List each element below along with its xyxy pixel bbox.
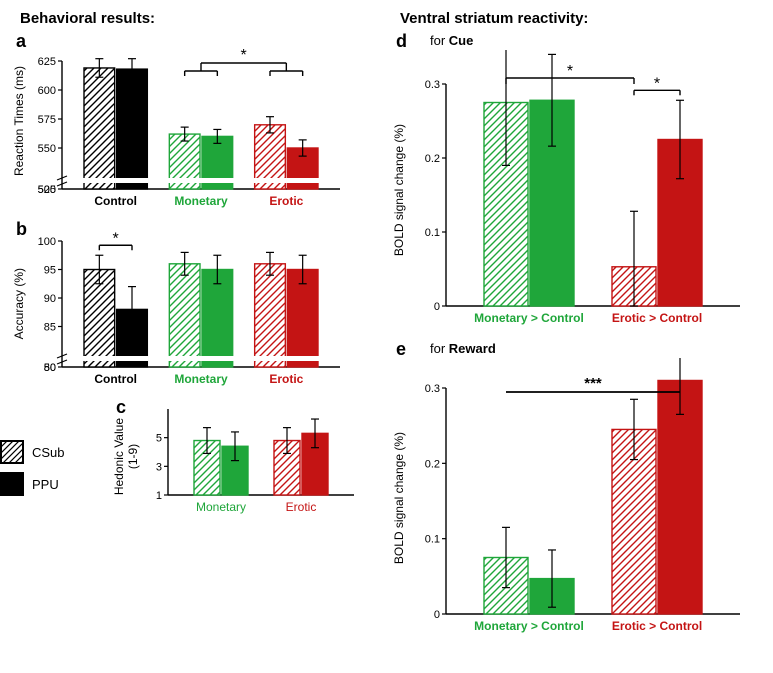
panel-letter-e: e [396,339,406,360]
right-section-title: Ventral striatum reactivity: [390,10,770,27]
svg-text:Control: Control [94,372,137,386]
svg-text:0.2: 0.2 [425,153,440,165]
panel-e: e for Reward BOLD signal change (%) 0 0.1… [390,339,770,639]
svg-text:625: 625 [38,56,56,68]
svg-text:95: 95 [44,265,56,277]
ylabel-d: BOLD signal change (%) [390,124,406,256]
svg-text:***: *** [584,375,602,392]
ylabel-a: Reaction Times (ms) [10,66,26,176]
svg-text:1: 1 [156,490,162,502]
panel-letter-c: c [116,397,126,418]
panel-c: c Hedonic Value (1-9) 1 3 5 Monetary Erotic [110,397,380,517]
ylabel-e: BOLD signal change (%) [390,432,406,564]
panel-letter-a: a [16,31,26,52]
chart-e: 0 0.1 0.2 0.3 Monetary > Control Erotic > Con… [406,358,746,638]
svg-text:*: * [654,75,660,92]
figure: Behavioral results: a Reaction Times (ms… [10,10,763,647]
svg-text:Monetary > Control: Monetary > Control [474,311,584,325]
svg-text:0.2: 0.2 [425,458,440,470]
left-column: Behavioral results: a Reaction Times (ms… [10,10,380,647]
right-column: Ventral striatum reactivity: d for Cue B… [390,10,770,647]
svg-text:0.1: 0.1 [425,534,440,546]
svg-text:Monetary: Monetary [196,500,246,514]
left-section-title: Behavioral results: [10,10,380,27]
subtitle-e-bold: Reward [449,341,496,356]
svg-text:0: 0 [434,301,440,313]
svg-text:0: 0 [434,609,440,621]
svg-text:Erotic > Control: Erotic > Control [612,311,702,325]
svg-text:Monetary: Monetary [174,372,228,386]
svg-text:Monetary > Control: Monetary > Control [474,619,584,633]
svg-text:5: 5 [156,433,162,445]
subtitle-d-bold: Cue [449,33,474,48]
chart-d: 0 0.1 0.2 0.3 Monetary > Control Erotic > Con… [406,50,746,330]
panel-d: d for Cue BOLD signal change (%) 0 0.1 0.2… [390,31,770,331]
svg-text:Monetary: Monetary [174,194,228,208]
legend: CSub PPU [0,440,100,504]
svg-text:50: 50 [44,362,56,374]
svg-text:550: 550 [38,143,56,155]
svg-text:90: 90 [44,293,56,305]
svg-text:600: 600 [38,85,56,97]
svg-text:0.3: 0.3 [425,383,440,395]
svg-text:3: 3 [156,461,162,473]
svg-text:Erotic: Erotic [269,372,303,386]
panel-a: a Reaction Times (ms) 525550575600625500… [10,31,380,211]
svg-text:500: 500 [38,184,56,196]
legend-row-ppu: PPU [0,472,100,496]
svg-text:*: * [113,230,119,247]
legend-row-csub: CSub [0,440,100,464]
svg-text:100: 100 [38,236,56,248]
subtitle-e: for Reward [430,341,770,356]
svg-text:Control: Control [94,194,137,208]
legend-label-ppu: PPU [32,477,59,492]
svg-text:85: 85 [44,322,56,334]
panel-b: b Accuracy (%) 8085909510050ControlMonet… [10,219,380,389]
svg-text:0.3: 0.3 [425,79,440,91]
svg-text:*: * [241,47,247,64]
panel-letter-d: d [396,31,407,52]
svg-text:Erotic > Control: Erotic > Control [612,619,702,633]
chart-c: 1 3 5 Monetary Erotic [140,397,360,517]
panel-letter-b: b [16,219,27,240]
subtitle-d: for Cue [430,33,770,48]
svg-text:Erotic: Erotic [286,500,317,514]
chart-a: 525550575600625500ControlMonetaryErotic* [26,31,346,211]
svg-text:*: * [567,63,573,80]
subtitle-e-prefix: for [430,341,449,356]
subtitle-d-prefix: for [430,33,449,48]
legend-label-csub: CSub [32,445,65,460]
ylabel-b: Accuracy (%) [10,268,26,339]
svg-text:0.1: 0.1 [425,227,440,239]
svg-text:575: 575 [38,114,56,126]
legend-box-solid [0,472,24,496]
legend-box-hatched [0,440,24,464]
ylabel-c: Hedonic Value (1-9) [110,418,140,495]
chart-b: 8085909510050ControlMonetaryErotic* [26,219,346,389]
svg-text:Erotic: Erotic [269,194,303,208]
